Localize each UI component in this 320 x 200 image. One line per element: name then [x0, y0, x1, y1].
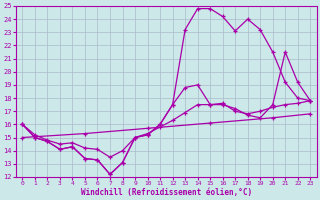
X-axis label: Windchill (Refroidissement éolien,°C): Windchill (Refroidissement éolien,°C) [81, 188, 252, 197]
